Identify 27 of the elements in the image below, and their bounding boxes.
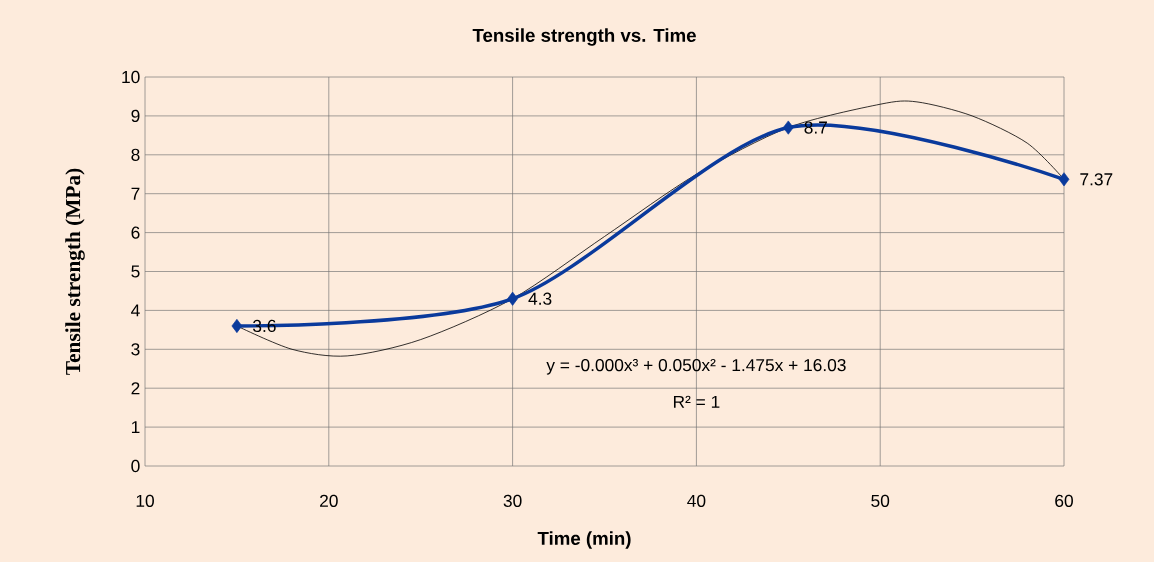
y-tick-label: 6 <box>131 226 140 239</box>
y-tick-label: 3 <box>131 343 140 356</box>
point <box>231 318 243 333</box>
y-tick-label: 10 <box>122 70 140 84</box>
y-tick-label: 2 <box>131 382 140 395</box>
annotation: y = -0.000x³ + 0.050x² - 1.475x + 16.03 <box>546 358 846 375</box>
x-tick-label: 60 <box>1055 494 1073 507</box>
y-axis-title: Tensile strength (MPa) <box>65 168 85 375</box>
data-label: 7.37 <box>1080 173 1113 186</box>
x-axis-title: Time (min) <box>537 531 631 549</box>
y-tick-label: 7 <box>131 187 140 200</box>
y-tick-label: 0 <box>131 459 140 473</box>
x-tick-label: 20 <box>320 494 338 507</box>
y-tick-label: 8 <box>131 148 140 161</box>
x-tick-label: 50 <box>871 494 890 507</box>
y-tick-label: 9 <box>131 109 140 123</box>
x-tick-label: 30 <box>503 494 522 507</box>
x-tick-label: 40 <box>687 494 706 507</box>
y-tick-label: 1 <box>131 421 140 434</box>
point <box>1058 172 1070 187</box>
y-tick-label: 5 <box>131 265 140 278</box>
data-label: 4.3 <box>528 292 552 305</box>
point <box>782 120 794 135</box>
y-tick-label: 4 <box>131 304 140 317</box>
chart-title: Tensile strength vs. Time <box>472 28 696 46</box>
point <box>507 291 518 306</box>
annotation: R² = 1 <box>673 395 720 408</box>
